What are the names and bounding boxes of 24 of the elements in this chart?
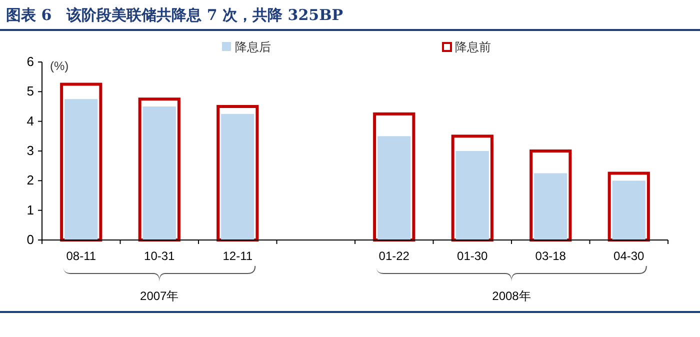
y-tick-label: 2 bbox=[26, 172, 34, 188]
text: 2007年 bbox=[140, 289, 179, 303]
y-tick-label: 0 bbox=[26, 232, 34, 247]
bar bbox=[534, 173, 568, 240]
y-tick-label: 3 bbox=[26, 143, 34, 158]
x-tick-label: 08-11 bbox=[66, 249, 96, 263]
y-tick-label: 5 bbox=[26, 84, 34, 99]
y-tick-label: 6 bbox=[26, 54, 34, 69]
legend-label: 降息前 bbox=[455, 40, 491, 54]
bar bbox=[378, 136, 411, 240]
text: 2008年 bbox=[492, 289, 531, 303]
y-axis-title: (%) bbox=[50, 59, 69, 73]
x-tick-label: 03-18 bbox=[535, 249, 566, 263]
x-tick-label: 04-30 bbox=[614, 249, 645, 263]
x-tick-label: 12-11 bbox=[222, 249, 253, 263]
y-tick-label: 4 bbox=[26, 113, 34, 128]
y-tick-label: 1 bbox=[26, 202, 34, 218]
chart-title: 图表 6 该阶段美联储共降息 7 次，共降 325BP bbox=[6, 6, 344, 24]
bar bbox=[64, 99, 98, 240]
legend-label: 降息后 bbox=[235, 40, 271, 54]
x-tick-label: 10-31 bbox=[144, 249, 176, 263]
x-tick-label: 01-22 bbox=[378, 249, 410, 263]
bar bbox=[456, 151, 489, 240]
x-tick-label: 01-30 bbox=[457, 249, 488, 263]
